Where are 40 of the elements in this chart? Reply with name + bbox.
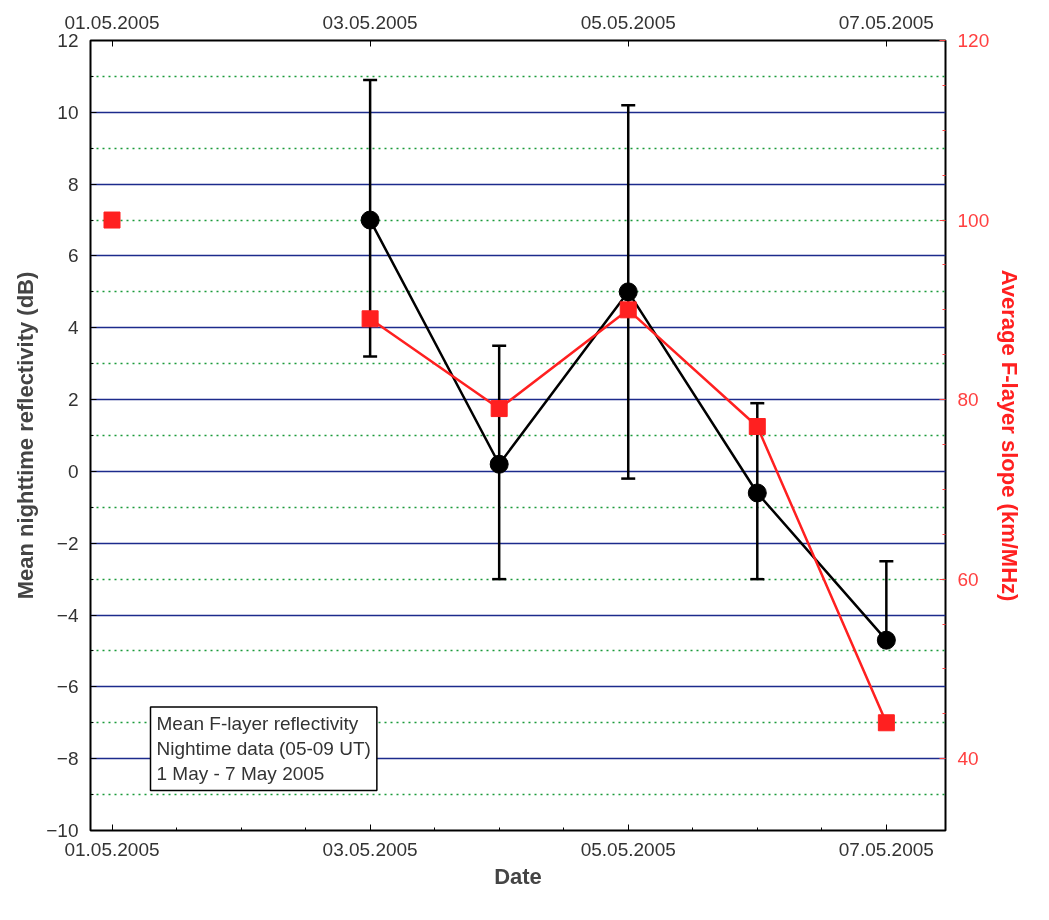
y2-tick-label: 120 (957, 30, 990, 51)
y-tick-label: 10 (57, 101, 79, 123)
y-tick-label: 8 (67, 173, 79, 195)
x-tick-label: 07.05.2005 (838, 11, 934, 33)
x-tick-label: 01.05.2005 (64, 11, 160, 33)
point (876, 630, 896, 650)
y-tick-label: −10 (46, 820, 79, 841)
y-tick-label: −2 (56, 532, 79, 554)
y-tick-label: 0 (67, 460, 79, 482)
y2-tick-label: 100 (957, 209, 990, 231)
y2-tick-label: 60 (957, 568, 979, 590)
point (489, 454, 509, 474)
point (747, 483, 767, 503)
point (877, 714, 895, 732)
x-tick-label: 03.05.2005 (322, 11, 418, 33)
y-tick-label: 2 (67, 389, 79, 411)
y-tick-label: −8 (56, 748, 79, 770)
y-tick-label: −4 (56, 604, 79, 626)
point (361, 310, 379, 328)
x2-tick-label: 03.05.2005 (322, 838, 418, 860)
x-tick-label: 05.05.2005 (580, 11, 676, 33)
y-tick-label: −6 (56, 676, 79, 698)
point (360, 210, 380, 230)
x2-tick-label: 07.05.2005 (838, 838, 934, 860)
y-tick-label: 4 (67, 317, 79, 339)
y2-axis-title: Average F-layer slope (km/MHz) (997, 269, 1023, 602)
point (748, 418, 766, 436)
annotation: Mean F-layer reflectivity Nightime data (05-09 UT) 1 May - 7 May 2005 (156, 713, 371, 785)
point (619, 301, 637, 319)
x-axis-title: Date (494, 863, 542, 889)
x2-tick-label: 05.05.2005 (580, 838, 676, 860)
point (490, 400, 508, 418)
y-tick-label: 6 (67, 245, 79, 267)
x2-tick-label: 01.05.2005 (64, 838, 160, 860)
point (103, 211, 121, 229)
y-tick-label: 12 (57, 30, 79, 51)
point (618, 282, 638, 302)
y2-tick-label: 80 (957, 389, 979, 411)
y-axis-title: Mean nighttime reflectivity (dB) (13, 271, 39, 600)
y2-tick-label: 40 (957, 748, 979, 770)
